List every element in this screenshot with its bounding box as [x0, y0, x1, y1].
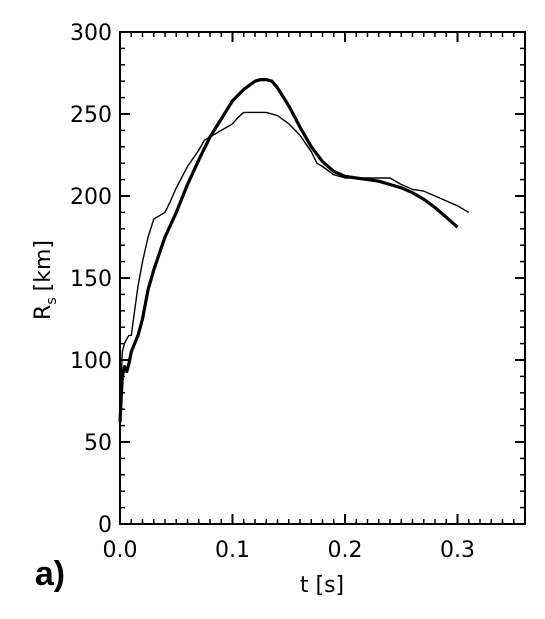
x-tick-label: 0.3: [440, 538, 475, 563]
y-tick-label: 200: [70, 185, 112, 210]
x-tick-label: 0.2: [328, 538, 363, 563]
series-line-1: [118, 77, 459, 423]
y-tick-label: 0: [98, 513, 112, 538]
y-axis-label-unit: [km]: [31, 240, 56, 291]
tick-labels: 0.0 0.1 0.2 0.3 0 50 100 150 200 250 300: [70, 21, 475, 563]
x-tick-label: 0.0: [103, 538, 138, 563]
y-axis-label-subscript: s: [44, 297, 60, 304]
y-tick-label: 300: [70, 21, 112, 46]
series-line-2: [119, 111, 470, 410]
x-axis-label: t [s]: [300, 573, 344, 598]
y-tick-label: 250: [70, 103, 112, 128]
data-series: [118, 77, 470, 423]
x-tick-label: 0.1: [215, 538, 250, 563]
y-axis-label: Rs [km]: [31, 240, 60, 320]
axis-ticks: [119, 31, 526, 525]
plot-frame: [119, 31, 526, 525]
y-tick-label: 50: [84, 431, 112, 456]
y-tick-label: 100: [70, 349, 112, 374]
y-tick-label: 150: [70, 267, 112, 292]
svg-text:Rs[km]: Rs [km]: [31, 240, 60, 320]
y-axis-label-symbol: R: [31, 305, 56, 320]
panel-label: a): [35, 555, 65, 593]
